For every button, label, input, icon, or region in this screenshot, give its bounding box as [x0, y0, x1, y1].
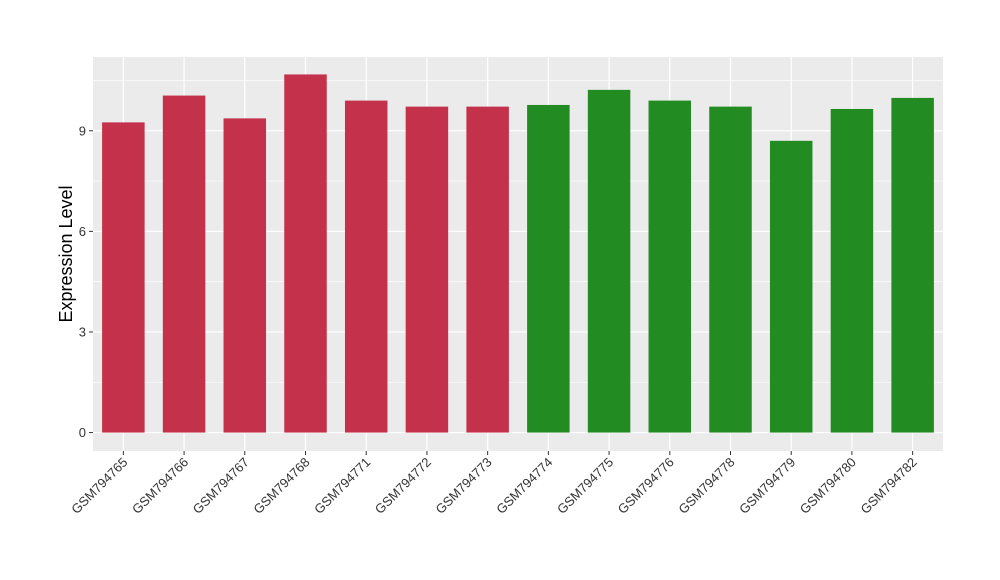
bar-GSM794765 [102, 122, 145, 433]
x-tick-label: GSM794765 [68, 455, 130, 517]
x-tick-label: GSM794778 [675, 455, 737, 517]
bar-GSM794776 [648, 100, 692, 433]
bar-GSM794773 [466, 106, 509, 433]
x-tick-label: GSM794779 [736, 455, 798, 517]
bar-GSM794775 [587, 89, 631, 433]
bar-GSM794779 [769, 140, 813, 433]
y-tick-label: 0 [79, 425, 86, 440]
bar-GSM794768 [284, 74, 327, 433]
bar-GSM794772 [405, 106, 449, 433]
bar-GSM794778 [709, 106, 752, 433]
x-axis: GSM794765GSM794766GSM794767GSM794768GSM7… [68, 451, 920, 517]
x-tick-label: GSM794774 [493, 455, 555, 517]
x-tick-label: GSM794782 [858, 455, 920, 517]
bar-GSM794774 [527, 104, 570, 433]
y-tick-label: 9 [79, 123, 86, 138]
x-tick-label: GSM794780 [797, 455, 859, 517]
bars [102, 74, 934, 433]
bar-GSM794780 [830, 108, 874, 433]
bar-GSM794782 [891, 97, 934, 433]
y-axis-title: Expression Level [56, 185, 76, 322]
plot-panel [93, 57, 943, 451]
y-tick-label: 3 [79, 324, 86, 339]
x-tick-label: GSM794767 [190, 455, 252, 517]
x-tick-label: GSM794775 [554, 455, 616, 517]
x-tick-label: GSM794773 [433, 455, 495, 517]
bar-GSM794771 [344, 100, 388, 433]
x-tick-label: GSM794776 [615, 455, 677, 517]
y-axis: 0 3 6 9 [79, 123, 93, 440]
x-tick-label: GSM794766 [129, 455, 191, 517]
y-tick-label: 6 [79, 224, 86, 239]
x-tick-label: GSM794772 [372, 455, 434, 517]
bar-GSM794767 [223, 118, 267, 433]
x-tick-label: GSM794768 [250, 455, 312, 517]
x-tick-label: GSM794771 [311, 455, 373, 517]
bar-GSM794766 [162, 95, 206, 433]
